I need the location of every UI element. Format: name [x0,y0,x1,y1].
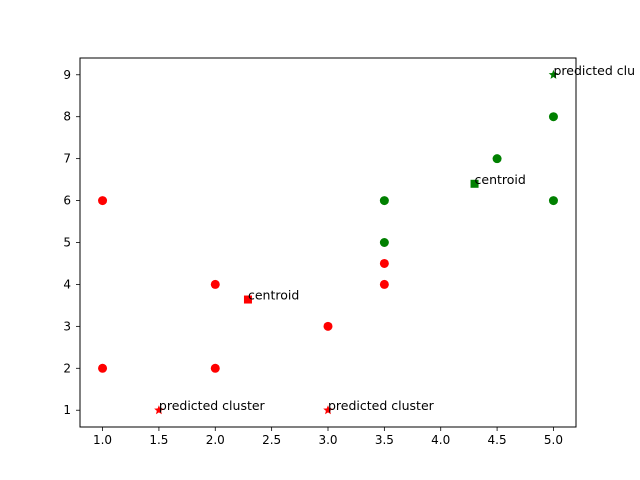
y-tick-label: 5 [63,236,71,250]
x-tick-label: 4.0 [431,433,450,447]
annotations: centroid centroid predicted cluster predict… [159,63,635,413]
point-annotation: predicted clu [553,63,635,78]
x-tick-label: 1.5 [149,433,168,447]
centroid-marker [243,295,252,304]
data-point [210,279,220,289]
y-tick-label: 2 [63,361,71,375]
centroid-marker [470,179,479,188]
data-point [323,321,333,331]
point-annotation: predicted cluster [159,398,266,413]
x-axis: 1.0 1.5 2.0 2.5 3.0 3.5 4.0 4.5 5.0 [93,427,563,447]
data-point [379,279,389,289]
y-tick-label: 6 [63,194,71,208]
y-tick-label: 3 [63,319,71,333]
point-annotation: predicted cluster [328,398,435,413]
data-point [210,363,220,373]
y-tick-label: 9 [63,68,71,82]
predicted-point-marker [154,405,164,415]
y-axis: 1 2 3 4 5 6 7 8 9 [63,68,80,417]
x-tick-label: 4.5 [488,433,507,447]
y-tick-label: 4 [63,277,71,291]
predicted-point-marker [323,405,333,415]
predicted-point-marker [548,69,559,79]
data-point [98,363,108,373]
data-point [98,196,108,206]
y-tick-label: 8 [63,110,71,124]
data-point [379,196,389,206]
data-points [98,69,559,415]
data-point [379,238,389,247]
data-point [492,154,502,164]
x-tick-label: 3.0 [318,433,337,447]
data-point [548,196,558,206]
x-tick-label: 2.0 [206,433,225,447]
x-tick-label: 1.0 [93,433,112,447]
y-tick-label: 7 [63,152,71,166]
x-tick-label: 2.5 [262,433,281,447]
data-point [379,258,389,268]
y-tick-label: 1 [63,403,71,417]
data-point [548,112,558,122]
point-annotation: centroid [475,172,526,187]
x-tick-label: 5.0 [544,433,563,447]
x-tick-label: 3.5 [375,433,394,447]
plot-frame [79,57,577,428]
point-annotation: centroid [248,288,299,303]
